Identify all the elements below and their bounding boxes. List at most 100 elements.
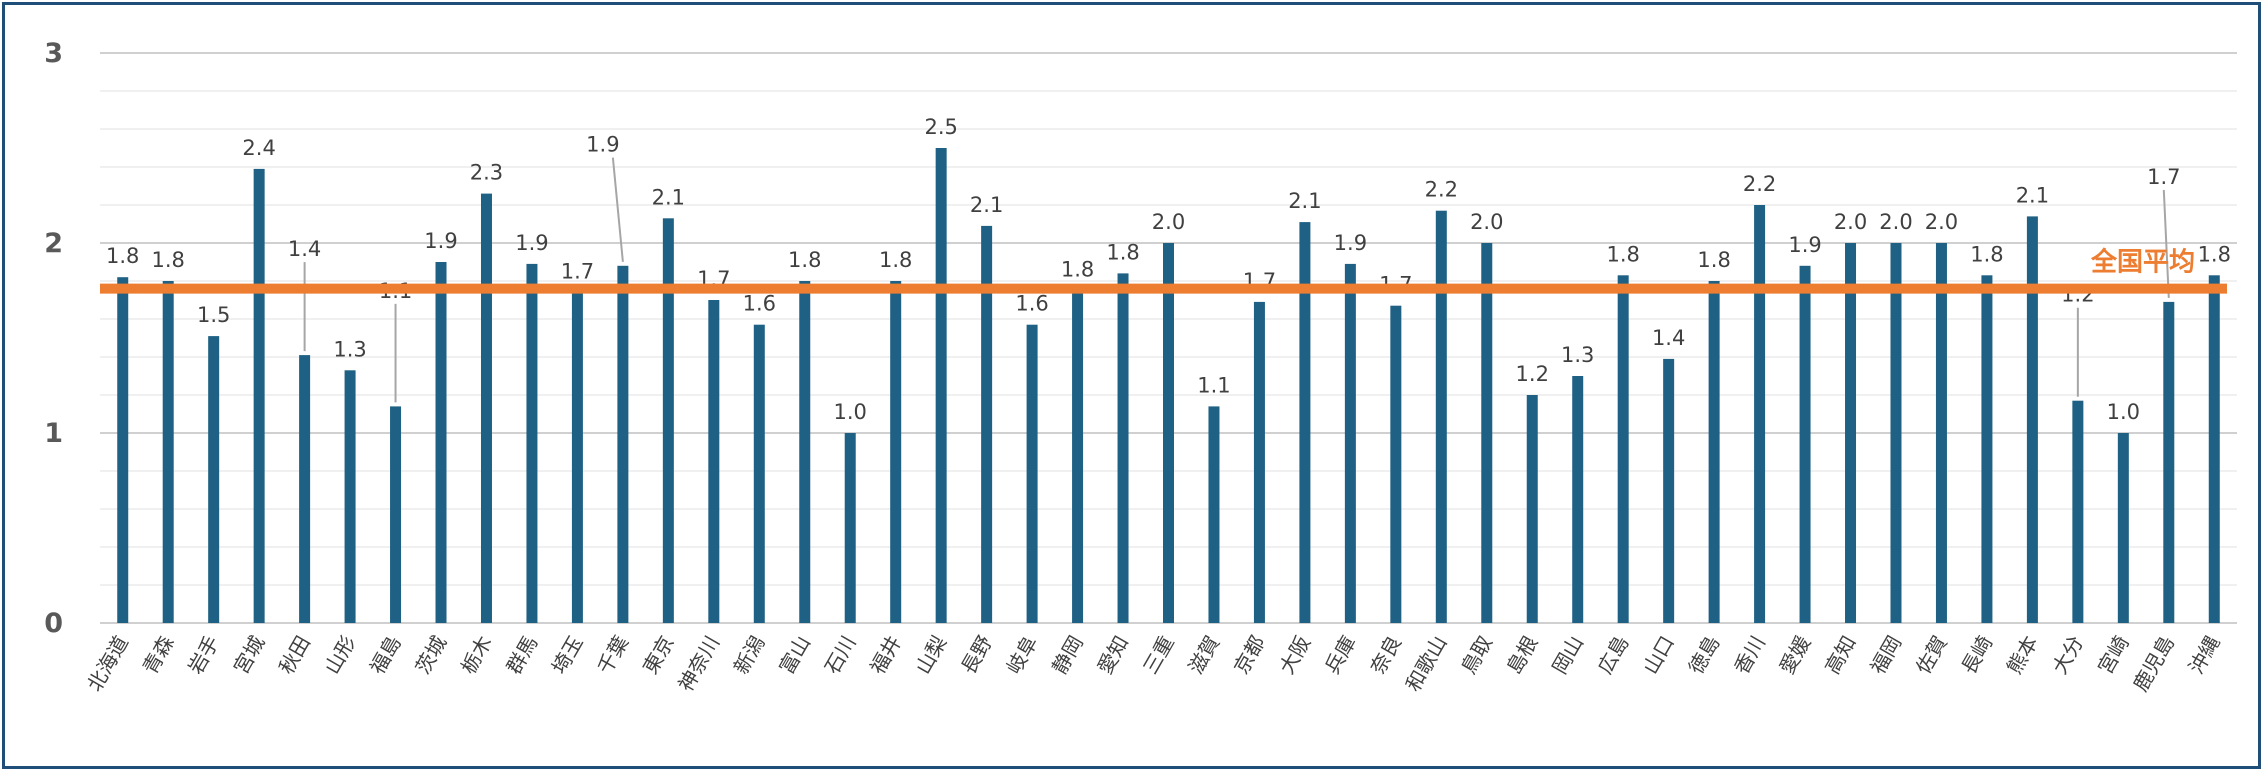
bar <box>1708 281 1720 623</box>
data-label: 1.8 <box>788 248 821 272</box>
data-label: 2.0 <box>1879 210 1912 234</box>
x-tick-label: 長野 <box>956 632 997 679</box>
bar <box>208 336 220 623</box>
bar <box>344 370 356 623</box>
x-tick-label: 鳥取 <box>1456 632 1497 679</box>
x-tick-label: 福井 <box>865 632 906 679</box>
data-label: 2.2 <box>1425 178 1458 202</box>
data-label: 1.9 <box>1334 231 1367 255</box>
bar <box>299 355 311 623</box>
bar <box>1935 243 1947 623</box>
bar <box>2208 275 2220 623</box>
x-tick-label: 栃木 <box>456 632 497 679</box>
data-label: 1.8 <box>879 248 912 272</box>
data-label: 2.5 <box>924 115 957 139</box>
x-tick-label: 徳島 <box>1684 632 1725 679</box>
x-tick-label: 愛媛 <box>1775 632 1816 679</box>
bar <box>1344 263 1356 623</box>
data-label: 2.0 <box>1152 210 1185 234</box>
data-label: 1.9 <box>424 229 457 253</box>
data-label: 1.8 <box>1970 242 2003 266</box>
x-tick-label: 宮崎 <box>2093 632 2134 679</box>
x-tick-label: 宮城 <box>229 632 270 679</box>
bar <box>571 292 583 623</box>
x-tick-label: 石川 <box>820 632 861 679</box>
data-label: 1.0 <box>834 400 867 424</box>
data-label: 1.8 <box>151 248 184 272</box>
data-label: 2.3 <box>470 161 503 185</box>
y-tick-label: 1 <box>44 418 63 449</box>
data-label: 2.2 <box>1743 172 1776 196</box>
x-tick-label: 島根 <box>1502 632 1543 679</box>
data-label: 1.8 <box>1106 240 1139 264</box>
x-tick-label: 岡山 <box>1547 632 1588 679</box>
x-tick-label: 北海道 <box>82 632 133 696</box>
data-label: 1.1 <box>1197 373 1230 397</box>
y-tick-label: 3 <box>44 38 63 69</box>
x-tick-label: 鹿児島 <box>2128 632 2179 696</box>
bar <box>1981 275 1993 623</box>
x-tick-label: 大分 <box>2047 632 2088 679</box>
bar <box>1617 275 1629 623</box>
bar <box>2072 400 2084 623</box>
bar <box>2026 216 2038 623</box>
bar <box>1072 290 1084 623</box>
bar <box>2117 433 2129 623</box>
data-label: 2.1 <box>970 193 1003 217</box>
x-tick-label: 山口 <box>1638 632 1679 679</box>
bars <box>117 148 2220 624</box>
bar <box>844 433 856 623</box>
data-label: 1.8 <box>2198 242 2231 266</box>
bar <box>753 324 765 623</box>
data-label: 1.9 <box>1788 233 1821 257</box>
x-tick-label: 山梨 <box>911 632 952 679</box>
bar <box>1163 243 1174 623</box>
bar <box>1299 222 1311 623</box>
bar <box>1253 301 1265 623</box>
x-tick-label: 奈良 <box>1365 632 1406 679</box>
x-tick-label: 青森 <box>138 632 179 679</box>
x-tick-label: 埼玉 <box>547 632 588 679</box>
x-tick-label: 山形 <box>320 632 361 679</box>
bar <box>1572 376 1584 623</box>
bar <box>1117 273 1129 623</box>
x-tick-label: 沖縄 <box>2184 632 2225 679</box>
bar <box>799 281 811 623</box>
bar <box>1845 243 1857 623</box>
x-tick-label: 高知 <box>1820 632 1861 679</box>
leader-lines <box>303 157 2170 403</box>
data-label: 1.0 <box>2107 400 2140 424</box>
x-tick-label: 和歌山 <box>1401 632 1452 696</box>
data-label: 1.6 <box>1015 292 1048 316</box>
x-tick-label: 京都 <box>1229 632 1270 679</box>
bar <box>1390 305 1402 623</box>
bar <box>981 225 993 623</box>
x-tick-label: 岩手 <box>183 632 224 679</box>
y-axis: 0 1 2 3 <box>44 38 63 639</box>
bar <box>1435 210 1447 623</box>
x-tick-label: 熊本 <box>2002 631 2043 678</box>
data-label: 2.1 <box>652 185 685 209</box>
data-label: 2.0 <box>1834 210 1867 234</box>
data-label: 1.4 <box>1652 326 1685 350</box>
leader-line <box>2162 189 2170 298</box>
leader-line <box>611 157 624 262</box>
x-tick-label: 千葉 <box>592 632 633 679</box>
bar <box>1799 265 1811 623</box>
data-label: 1.9 <box>515 231 548 255</box>
data-label: 2.1 <box>1288 189 1321 213</box>
data-label: 1.8 <box>1061 258 1094 282</box>
data-label: 1.8 <box>1697 248 1730 272</box>
bar <box>935 148 947 623</box>
data-label: 2.0 <box>1925 210 1958 234</box>
bar <box>526 263 538 623</box>
national-average-line: 全国平均 <box>100 247 2227 294</box>
bar <box>390 406 402 623</box>
x-tick-label: 長崎 <box>1956 632 1997 679</box>
data-label: 2.1 <box>2016 183 2049 207</box>
bar-chart: 0 1 2 3 1.8 1.8 1.5 2.4 1.4 1.3 1.1 1.9 2.3 1.9 1.7 1.… <box>44 38 2237 695</box>
x-tick-label: 兵庫 <box>1320 632 1361 679</box>
data-label: 1.7 <box>2147 165 2180 189</box>
